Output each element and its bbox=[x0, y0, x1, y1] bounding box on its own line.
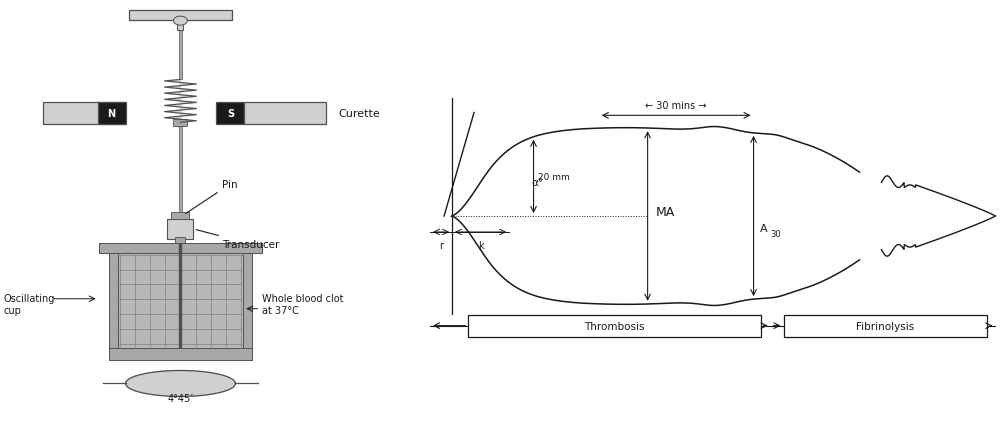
Text: k: k bbox=[478, 240, 483, 250]
Bar bbox=[216, 103, 244, 125]
Bar bbox=[129, 11, 232, 20]
Text: r: r bbox=[439, 240, 443, 250]
Text: Whole blood clot
at 37°C: Whole blood clot at 37°C bbox=[262, 293, 344, 315]
Polygon shape bbox=[164, 80, 196, 123]
Text: ← 30 mins →: ← 30 mins → bbox=[645, 101, 707, 111]
Bar bbox=[109, 253, 118, 350]
Bar bbox=[244, 103, 326, 125]
Text: Thrombosis: Thrombosis bbox=[584, 321, 645, 331]
Bar bbox=[179, 123, 182, 217]
Bar bbox=[109, 348, 252, 360]
Bar bbox=[179, 244, 182, 348]
Bar bbox=[167, 220, 193, 240]
Bar bbox=[243, 253, 252, 350]
Bar bbox=[118, 253, 243, 348]
Bar bbox=[784, 315, 987, 337]
Bar bbox=[98, 103, 126, 125]
Ellipse shape bbox=[173, 17, 187, 26]
Bar bbox=[177, 19, 183, 30]
Text: Transducer: Transducer bbox=[196, 230, 280, 249]
Text: α°: α° bbox=[532, 178, 544, 187]
Bar bbox=[175, 237, 185, 247]
Bar bbox=[43, 103, 125, 125]
Text: S: S bbox=[227, 109, 234, 119]
Text: Fibrinolysis: Fibrinolysis bbox=[856, 321, 915, 331]
Text: 30: 30 bbox=[771, 230, 781, 239]
Text: MA: MA bbox=[656, 205, 675, 218]
Text: Pin: Pin bbox=[186, 180, 238, 214]
Text: A: A bbox=[760, 224, 767, 233]
Text: Oscillating
cup: Oscillating cup bbox=[4, 293, 55, 315]
Bar bbox=[179, 30, 182, 80]
Text: Curette: Curette bbox=[338, 109, 380, 119]
Text: N: N bbox=[107, 109, 116, 119]
Bar bbox=[173, 120, 187, 127]
Bar bbox=[468, 315, 761, 337]
Text: 4°45’: 4°45’ bbox=[167, 394, 194, 404]
Text: 20 mm: 20 mm bbox=[538, 172, 569, 181]
Bar bbox=[171, 213, 189, 220]
Bar bbox=[99, 243, 262, 253]
Polygon shape bbox=[126, 371, 235, 397]
